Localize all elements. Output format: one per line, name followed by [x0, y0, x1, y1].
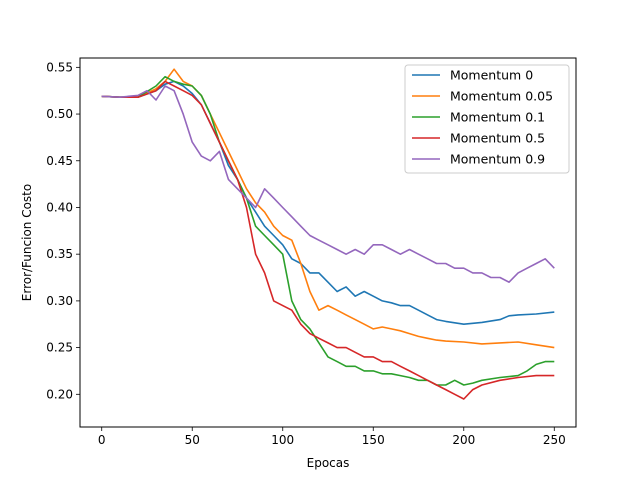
plot-frame: [79, 57, 577, 428]
legend: Momentum 0 Momentum 0.05 Momentum 0.1 Momen…: [404, 64, 570, 174]
y-tick-label-6: 0.50: [46, 107, 73, 121]
y-axis-ticks: 0.20 0.25 0.30 0.35 0.40 0.45 0.50 0.55: [46, 60, 80, 401]
legend-label-0: Momentum 0: [450, 68, 533, 83]
x-axis-ticks: 0 50 100 150 200 250: [98, 427, 566, 447]
y-tick-label-1: 0.25: [46, 341, 73, 355]
y-tick-label-3: 0.35: [46, 247, 73, 261]
x-tick-label-3: 150: [362, 433, 385, 447]
x-axis-label: Epocas: [307, 456, 350, 470]
y-tick-label-5: 0.45: [46, 154, 73, 168]
series-layer: [101, 68, 555, 400]
y-axis-label: Error/Funcion Costo: [20, 184, 34, 301]
y-tick-label-7: 0.55: [46, 60, 73, 74]
x-tick-label-0: 0: [98, 433, 106, 447]
y-tick-label-0: 0.20: [46, 387, 73, 401]
legend-label-2: Momentum 0.1: [450, 110, 545, 125]
x-tick-label-4: 200: [452, 433, 475, 447]
series-line-2: [101, 75, 555, 386]
legend-label-4: Momentum 0.9: [450, 152, 545, 167]
legend-box: [404, 64, 570, 174]
y-tick-label-2: 0.30: [46, 294, 73, 308]
legend-label-3: Momentum 0.5: [450, 131, 545, 146]
x-tick-label-2: 100: [271, 433, 294, 447]
series-line-0: [101, 80, 555, 325]
x-tick-label-5: 250: [543, 433, 566, 447]
series-line-3: [101, 80, 555, 400]
y-tick-label-4: 0.40: [46, 200, 73, 214]
legend-label-1: Momentum 0.05: [450, 89, 553, 104]
series-line-4: [101, 85, 555, 283]
x-tick-label-1: 50: [185, 433, 200, 447]
